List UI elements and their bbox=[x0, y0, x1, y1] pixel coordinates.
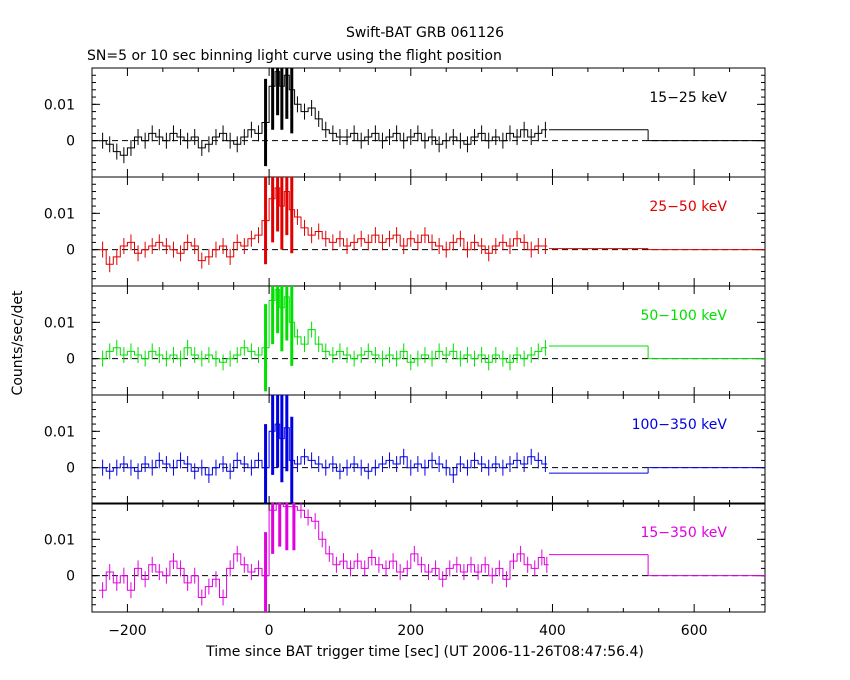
band-label: 15−25 keV bbox=[649, 90, 727, 106]
panel-frame bbox=[91, 285, 766, 396]
light-curve-line bbox=[99, 71, 548, 156]
x-tick-label: 400 bbox=[539, 623, 566, 639]
y-tick-label: 0 bbox=[66, 243, 75, 259]
y-tick-label: 0.01 bbox=[44, 206, 75, 222]
panel-0: 0 0.01 15−25 keV bbox=[44, 67, 766, 178]
x-axis-label: Time since BAT trigger time [sec] (UT 20… bbox=[205, 644, 644, 660]
y-tick-label: 0.01 bbox=[44, 532, 75, 548]
band-label: 100−350 keV bbox=[632, 417, 728, 433]
light-curve-line bbox=[99, 289, 548, 363]
y-tick-label: 0.01 bbox=[44, 97, 75, 113]
panel-frame bbox=[91, 502, 766, 613]
band-label: 50−100 keV bbox=[640, 308, 727, 324]
panels-group: 0 0.01 15−25 keV 0 0.01 25−50 keV 0 0.01 50−100 … bbox=[44, 67, 766, 639]
panel-frame bbox=[91, 176, 766, 287]
chart-title: Swift-BAT GRB 061126 bbox=[346, 25, 504, 41]
light-curve-line bbox=[99, 423, 548, 476]
band-label: 15−350 keV bbox=[640, 525, 727, 541]
band-label: 25−50 keV bbox=[649, 199, 727, 215]
y-tick-label: 0 bbox=[66, 352, 75, 368]
panel-3: 0 0.01 100−350 keV bbox=[44, 394, 766, 505]
panel-data bbox=[99, 68, 765, 167]
x-tick-label: −200 bbox=[108, 623, 146, 639]
x-tick-label: 0 bbox=[265, 623, 274, 639]
y-tick-label: 0 bbox=[66, 461, 75, 477]
y-tick-label: 0.01 bbox=[44, 424, 75, 440]
panel-data bbox=[99, 286, 765, 392]
light-curve-line bbox=[99, 187, 548, 265]
light-curve-line bbox=[99, 503, 549, 598]
panel-frame bbox=[91, 394, 766, 505]
panel-data bbox=[99, 395, 765, 504]
x-tick-label: 600 bbox=[681, 623, 708, 639]
y-axis-label: Counts/sec/det bbox=[10, 290, 26, 395]
y-tick-label: 0 bbox=[66, 569, 75, 585]
panel-frame bbox=[91, 67, 766, 178]
panel-2: 0 0.01 50−100 keV bbox=[44, 285, 766, 396]
panel-4: 0 0.01 15−350 keV bbox=[44, 502, 766, 613]
panel-1: 0 0.01 25−50 keV bbox=[44, 176, 766, 287]
y-tick-label: 0 bbox=[66, 134, 75, 150]
panel-data bbox=[99, 503, 765, 612]
chart-subtitle: SN=5 or 10 sec binning light curve using… bbox=[87, 48, 502, 64]
x-tick-label: 200 bbox=[397, 623, 424, 639]
y-tick-label: 0.01 bbox=[44, 315, 75, 331]
panel-data bbox=[99, 177, 765, 273]
